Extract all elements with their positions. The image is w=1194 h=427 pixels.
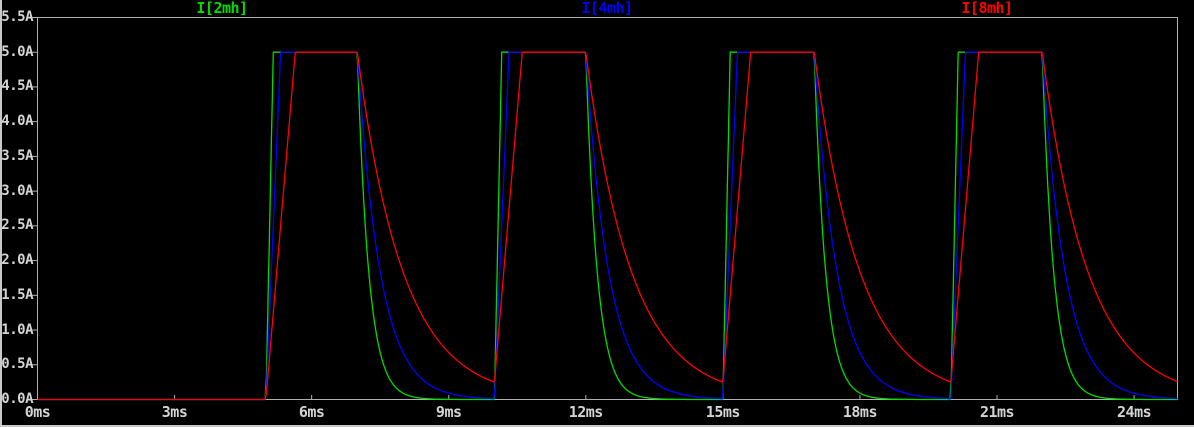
trace-I[8mh]: [37, 51, 1178, 401]
x-tick-label: 12ms: [568, 403, 604, 421]
plot-border: [37, 17, 1178, 400]
y-tick-label: 2.5A: [1, 217, 33, 234]
x-tick-label: 0ms: [24, 403, 51, 421]
legend-trace-2mh[interactable]: I[2mh]: [196, 0, 248, 17]
legend-trace-8mh[interactable]: I[8mh]: [961, 0, 1013, 17]
y-tick-label: 3.5A: [1, 147, 33, 164]
x-tick-label: 6ms: [298, 403, 325, 421]
x-tick-label: 18ms: [842, 403, 878, 421]
x-tick-label: 15ms: [705, 403, 741, 421]
y-tick-label: 1.5A: [1, 286, 33, 303]
window-bottom-border: [0, 425, 1194, 427]
x-tick-label: 9ms: [435, 403, 462, 421]
y-tick-label: 4.5A: [1, 78, 33, 95]
legend-trace-4mh[interactable]: I[4mh]: [581, 0, 633, 17]
y-tick-label: 0.0A: [1, 391, 33, 407]
x-tick-label: 21ms: [979, 403, 1015, 421]
y-tick-label: 3.0A: [1, 182, 33, 199]
x-tick-label: 24ms: [1117, 403, 1152, 421]
y-tick-label: 0.5A: [1, 356, 33, 373]
x-tick-label: 3ms: [161, 403, 188, 421]
plot-area[interactable]: [38, 18, 1178, 400]
y-tick-label: 1.0A: [1, 321, 33, 338]
window-left-border: [0, 0, 2, 427]
y-tick-label: 4.0A: [1, 113, 33, 130]
y-tick-label: 5.0A: [1, 43, 33, 60]
y-tick-label: 5.5A: [1, 9, 33, 25]
y-tick-label: 2.0A: [1, 252, 33, 269]
